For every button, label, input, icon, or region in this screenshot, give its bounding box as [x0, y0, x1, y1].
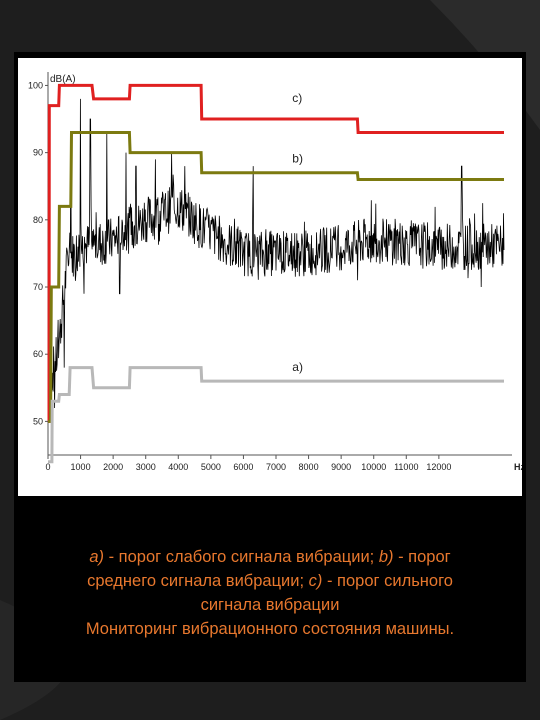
y-tick-label: 90 [33, 148, 43, 158]
measured-signal-line [47, 98, 505, 409]
series-label-b: b) [292, 152, 303, 166]
x-tick-label: 9000 [331, 462, 351, 472]
y-axis-label: dB(A) [50, 74, 76, 85]
vibration-chart: dB(A) 100 90 80 70 60 50 0 1000 2000 3000 4000 5000 6… [28, 72, 522, 472]
x-tick-label: 6000 [233, 462, 253, 472]
threshold-layer [47, 83, 504, 464]
threshold-line-c [47, 83, 504, 423]
y-tick-label: 100 [28, 80, 43, 90]
x-tick-label: 4000 [168, 462, 188, 472]
series-labels: c) b) a) [292, 91, 303, 374]
caption-title: Мониторинг вибрационного состояния машин… [85, 620, 455, 638]
x-tick-label: 12000 [426, 462, 451, 472]
chart-image: dB(A) 100 90 80 70 60 50 0 1000 2000 3000 4000 5000 6… [18, 58, 522, 496]
y-tick-label: 50 [33, 416, 43, 426]
signal-layer [47, 98, 505, 409]
threshold-line-b [48, 131, 504, 423]
label-a: a) [89, 548, 104, 566]
label-c: c) [308, 572, 323, 590]
caption-line-3: сигнала вибрации [200, 596, 340, 614]
caption-text-a: - порог слабого сигнала вибрации; [104, 548, 379, 566]
label-b: b) [378, 548, 394, 566]
x-tick-label: 10000 [361, 462, 386, 472]
caption-line-1: a) - порог слабого сигнала вибрации; b) … [40, 545, 500, 569]
x-tick-label: 1000 [71, 462, 91, 472]
caption-text-b: - порог [393, 548, 451, 566]
caption-text-b2: среднего сигнала вибрации; [87, 572, 309, 590]
x-tick-label: 7000 [266, 462, 286, 472]
x-axis-unit-label: Hz [514, 462, 522, 472]
y-tick-label: 60 [33, 349, 43, 359]
x-tick-label: 11000 [394, 462, 418, 472]
series-label-c: c) [292, 91, 302, 105]
x-tick-label: 0 [45, 462, 50, 472]
x-tick-label: 2000 [103, 462, 123, 472]
y-tick-label: 80 [33, 215, 43, 225]
caption-line-2: среднего сигнала вибрации; c) - порог си… [40, 569, 500, 593]
chart-ticks: dB(A) 100 90 80 70 60 50 0 1000 2000 3000 4000 5000 6… [28, 74, 522, 472]
threshold-line-a [48, 366, 504, 464]
x-tick-label: 5000 [201, 462, 221, 472]
x-tick-label: 8000 [299, 462, 319, 472]
series-label-a: a) [292, 360, 303, 374]
slide-caption: a) - порог слабого сигнала вибрации; b) … [40, 545, 500, 641]
x-tick-label: 3000 [136, 462, 156, 472]
y-tick-label: 70 [33, 282, 43, 292]
caption-text-c: - порог сильного [322, 572, 453, 590]
